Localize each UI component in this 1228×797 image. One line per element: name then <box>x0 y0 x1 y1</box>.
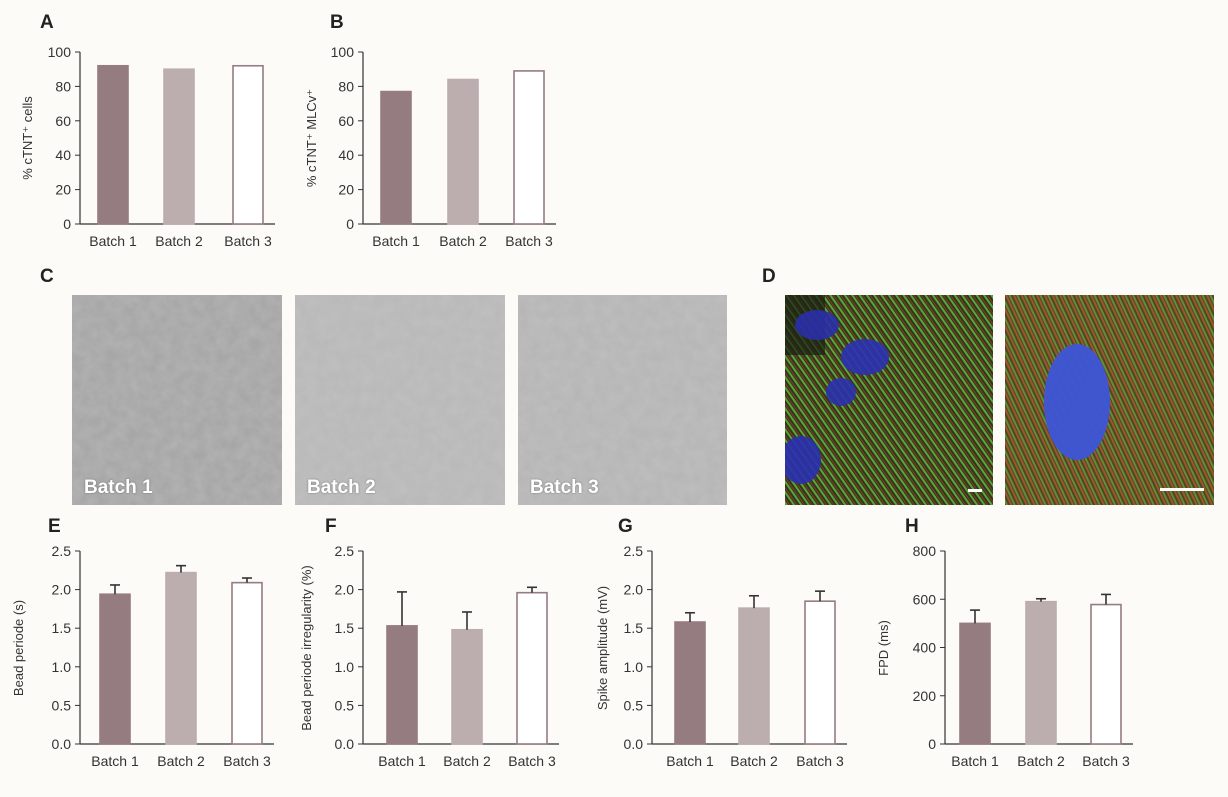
chart-g-y-tick-label: 2.0 <box>624 582 644 598</box>
chart-a-y-tick-label: 80 <box>55 78 71 94</box>
brightfield-image-batch-3: Batch 3 <box>518 295 727 505</box>
brightfield-texture <box>295 295 505 505</box>
panel-letter-f: F <box>325 516 337 537</box>
chart-f-category-label-3: Batch 3 <box>508 753 556 769</box>
chart-b-y-tick-label: 100 <box>331 44 355 60</box>
chart-b-bar-1 <box>380 90 412 225</box>
chart-f-category-label-2: Batch 2 <box>443 753 491 769</box>
chart-b-y-tick-label: 60 <box>338 113 354 129</box>
panel-letter-a: A <box>40 12 54 33</box>
chart-f-category-label-1: Batch 1 <box>378 753 426 769</box>
chart-g-y-tick-label: 0.5 <box>624 697 644 713</box>
panel-letter-d: D <box>762 266 776 287</box>
chart-e-y-axis-label: Bead periode (s) <box>11 600 26 696</box>
chart-e-y-tick-label: 1.5 <box>52 620 72 636</box>
chart-g-y-tick-label: 0.0 <box>624 736 644 752</box>
chart-b-y-tick-label: 0 <box>346 216 354 232</box>
chart-a-y-tick-label: 60 <box>55 113 71 129</box>
brightfield-image-batch-1: Batch 1 <box>72 295 282 505</box>
brightfield-label-batch-2: Batch 2 <box>307 477 376 498</box>
panel-letter-b: B <box>330 12 344 33</box>
chart-h-category-label-2: Batch 2 <box>1017 753 1065 769</box>
chart-h-bar-2 <box>1025 600 1057 745</box>
chart-g-y-axis-label: Spike amplitude (mV) <box>595 586 610 710</box>
chart-e-bar-1 <box>99 593 131 745</box>
panel-letter-g: G <box>618 516 633 537</box>
chart-f-bar-2 <box>451 628 483 745</box>
chart-a-bar-1 <box>97 64 129 225</box>
chart-e-category-label-2: Batch 2 <box>157 753 205 769</box>
chart-g-y-tick-label: 2.5 <box>624 543 644 559</box>
chart-e-y-tick-label: 2.0 <box>52 582 72 598</box>
brightfield-texture <box>72 295 282 505</box>
chart-e-category-label-3: Batch 3 <box>223 753 271 769</box>
chart-f-y-tick-label: 2.5 <box>335 543 355 559</box>
chart-e-y-tick-label: 1.0 <box>52 659 72 675</box>
chart-g-category-label-1: Batch 1 <box>666 753 714 769</box>
chart-f-bar-3 <box>516 591 548 745</box>
fluorescence-image-right <box>1005 295 1214 505</box>
chart-a-y-tick-label: 40 <box>55 147 71 163</box>
chart-a-y-tick-label: 100 <box>48 44 72 60</box>
chart-e-bar-3 <box>231 581 263 745</box>
chart-f-bar-1 <box>386 625 418 745</box>
chart-b-bar-2 <box>447 78 479 225</box>
chart-a-y-axis-label: % cTNT⁺ cells <box>20 96 35 180</box>
chart-f-y-tick-label: 1.5 <box>335 620 355 636</box>
chart-b-category-label-2: Batch 2 <box>439 233 487 249</box>
chart-h-y-tick-label: 600 <box>913 591 937 607</box>
chart-a-bar-3 <box>232 64 264 225</box>
chart-g-bar-1 <box>674 621 706 745</box>
chart-g-category-label-3: Batch 3 <box>796 753 844 769</box>
chart-a-category-label-3: Batch 3 <box>224 233 272 249</box>
chart-h-y-tick-label: 0 <box>928 736 936 752</box>
chart-f-y-tick-label: 2.0 <box>335 582 355 598</box>
chart-e-category-label-1: Batch 1 <box>91 753 139 769</box>
chart-h-y-tick-label: 400 <box>913 640 937 656</box>
chart-a-category-label-2: Batch 2 <box>155 233 203 249</box>
panel-letter-h: H <box>905 516 919 537</box>
chart-h-y-tick-label: 800 <box>913 543 937 559</box>
chart-g-y-tick-label: 1.5 <box>624 620 644 636</box>
chart-b-y-tick-label: 80 <box>338 78 354 94</box>
chart-f-y-tick-label: 0.5 <box>335 697 355 713</box>
chart-e-y-tick-label: 0.5 <box>52 697 72 713</box>
fluorescence-texture <box>785 295 993 505</box>
chart-b-bar-3 <box>513 70 545 225</box>
chart-h-category-label-1: Batch 1 <box>951 753 999 769</box>
chart-b-y-tick-label: 20 <box>338 182 354 198</box>
chart-b-y-axis-label: % cTNT⁺ MLCv⁺ <box>304 89 319 187</box>
chart-f-y-tick-label: 1.0 <box>335 659 355 675</box>
chart-h-bar-1 <box>959 622 991 745</box>
brightfield-label-batch-1: Batch 1 <box>84 477 153 498</box>
chart-f-y-tick-label: 0.0 <box>335 736 355 752</box>
chart-g-y-tick-label: 1.0 <box>624 659 644 675</box>
brightfield-label-batch-3: Batch 3 <box>530 477 599 498</box>
brightfield-image-batch-2: Batch 2 <box>295 295 505 505</box>
chart-a-y-tick-label: 20 <box>55 182 71 198</box>
chart-b-category-label-3: Batch 3 <box>505 233 553 249</box>
chart-a-y-tick-label: 0 <box>63 216 71 232</box>
brightfield-texture <box>518 295 727 505</box>
chart-h-y-tick-label: 200 <box>913 688 937 704</box>
chart-f-y-axis-label: Bead periode irregularity (%) <box>299 565 314 730</box>
chart-e-y-tick-label: 0.0 <box>52 736 72 752</box>
chart-b-y-tick-label: 40 <box>338 147 354 163</box>
chart-g-category-label-2: Batch 2 <box>730 753 778 769</box>
panel-letter-e: E <box>48 516 61 537</box>
chart-e-y-tick-label: 2.5 <box>52 543 72 559</box>
chart-g-bar-2 <box>738 607 770 745</box>
chart-a-bar-2 <box>163 68 195 225</box>
chart-a-category-label-1: Batch 1 <box>89 233 137 249</box>
panel-letter-c: C <box>40 266 54 287</box>
chart-b-category-label-1: Batch 1 <box>372 233 420 249</box>
fluorescence-texture <box>1005 295 1214 505</box>
chart-h-bar-3 <box>1090 603 1122 745</box>
chart-h-category-label-3: Batch 3 <box>1082 753 1130 769</box>
fluorescence-image-left <box>785 295 993 505</box>
chart-e-bar-2 <box>165 571 197 745</box>
chart-h-y-axis-label: FPD (ms) <box>876 620 891 676</box>
chart-g-bar-3 <box>804 600 836 745</box>
